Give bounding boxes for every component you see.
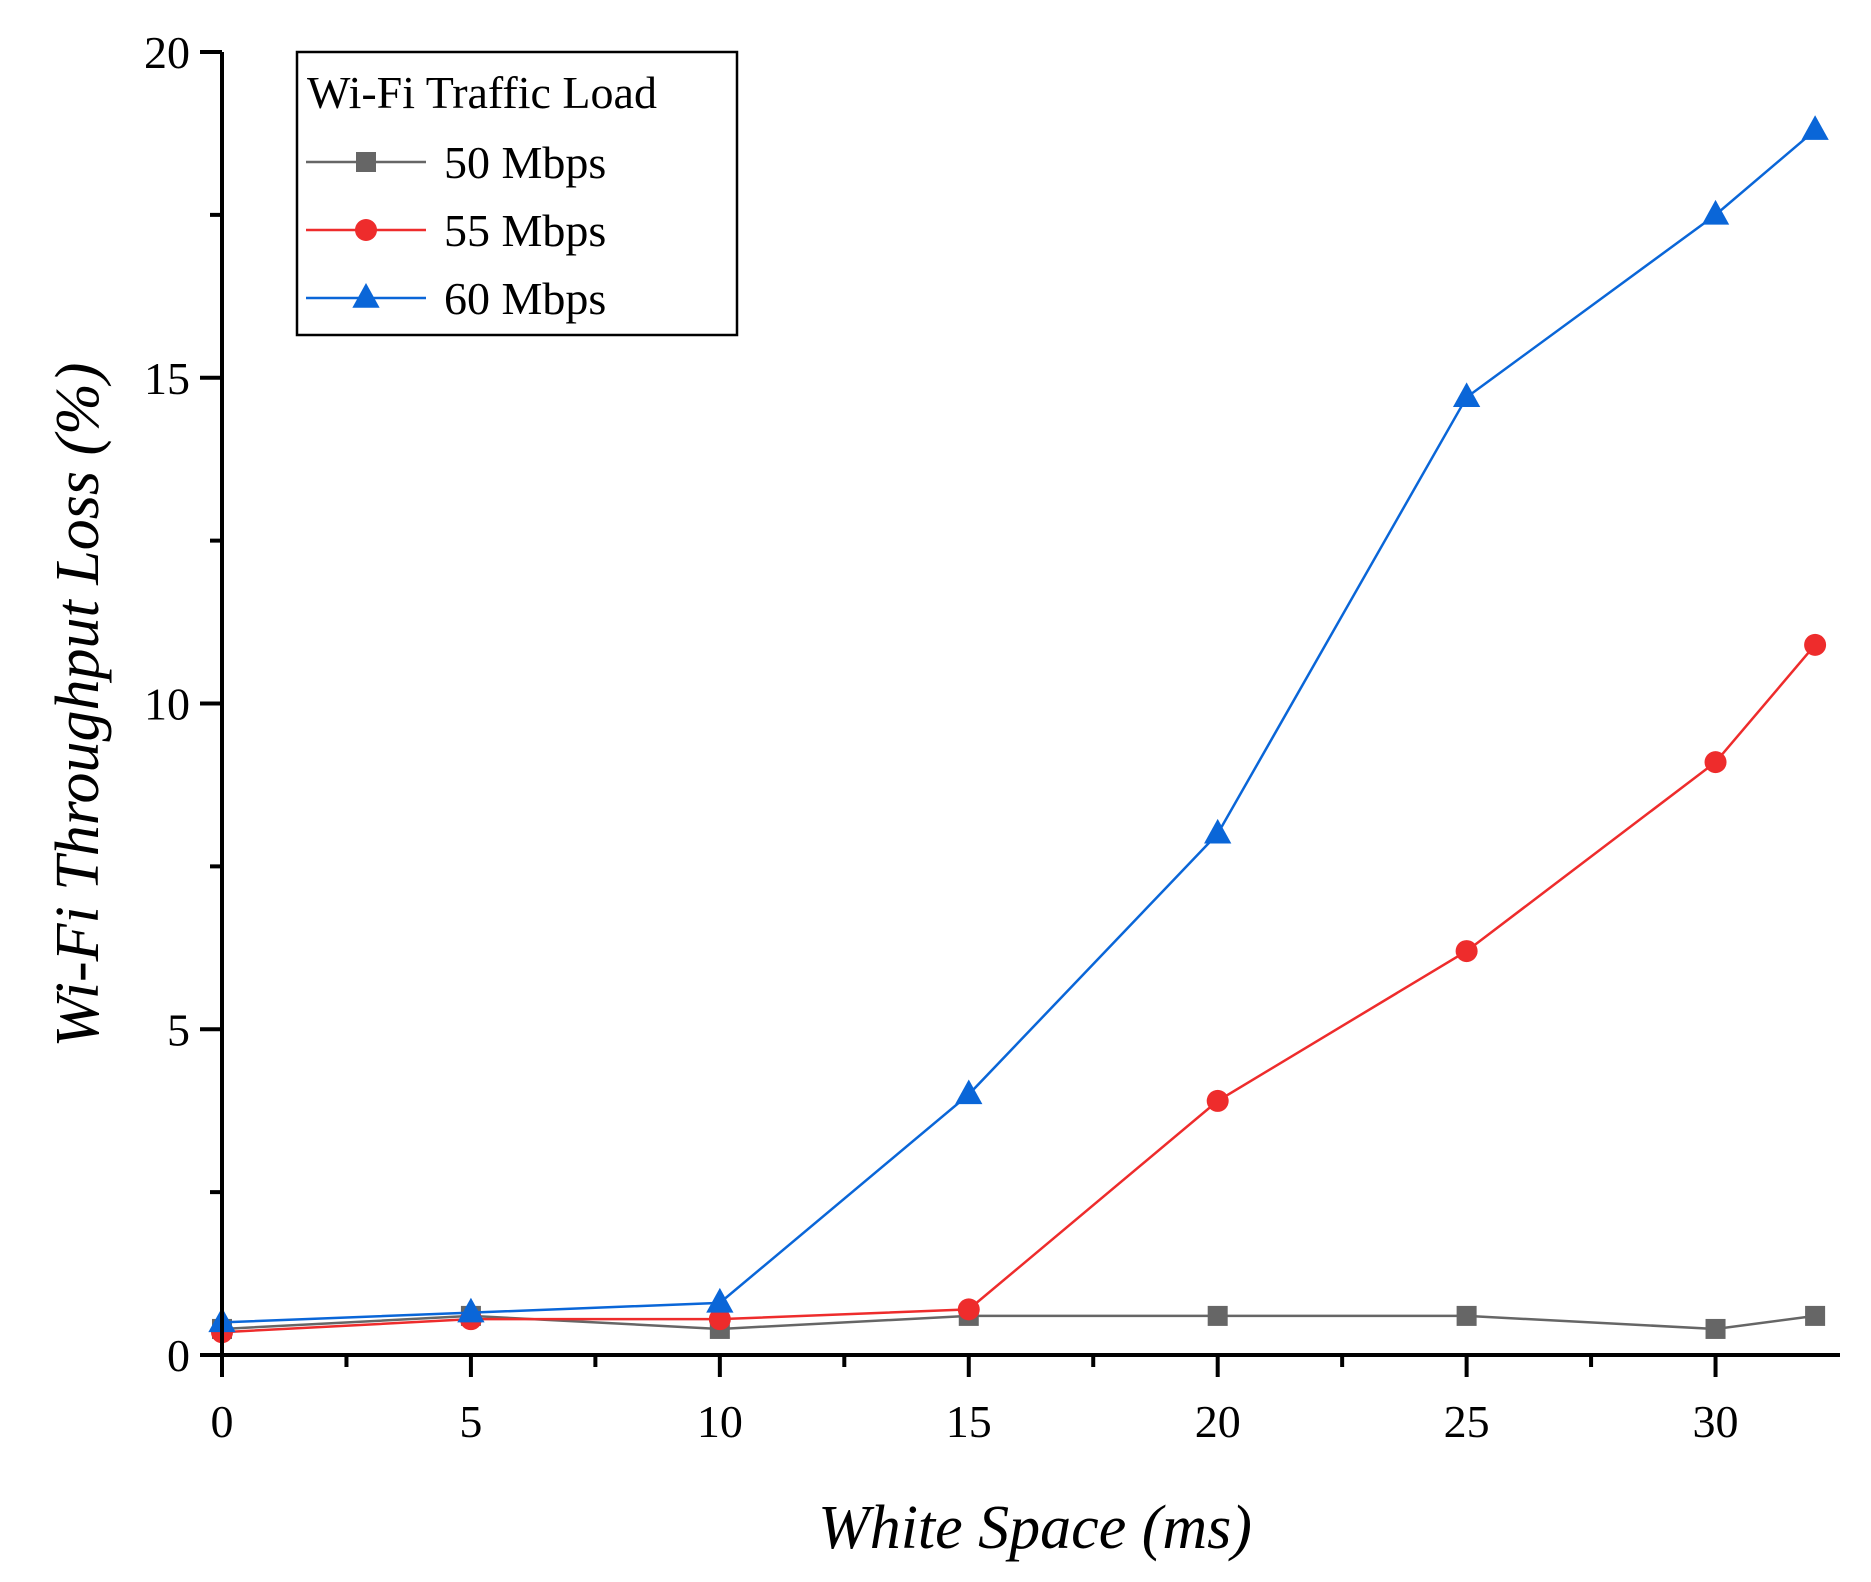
series-55-mbps — [211, 633, 1827, 1344]
data-point — [955, 1079, 983, 1105]
data-point — [1456, 1305, 1477, 1326]
data-point — [1207, 1305, 1228, 1326]
legend-title: Wi-Fi Traffic Load — [307, 67, 657, 118]
data-point — [1705, 1318, 1726, 1339]
data-point — [1206, 1089, 1229, 1112]
data-point — [708, 1308, 731, 1331]
data-point — [1805, 1305, 1826, 1326]
y-tick-label: 5 — [167, 1004, 190, 1055]
series-60-mbps — [208, 115, 1829, 1333]
data-point — [1801, 115, 1829, 140]
series-layer — [208, 115, 1829, 1344]
data-point — [1455, 940, 1478, 963]
series-50-mbps — [212, 1305, 1826, 1339]
ticks-layer: 0 5 10 15 20 0 5 10 15 20 25 30 — [144, 27, 1739, 1447]
legend: Wi-Fi Traffic Load 50 Mbps 55 Mbps 60 Mbps — [295, 50, 739, 337]
series-line — [221, 644, 1817, 1334]
legend-entries: 50 Mbps 55 Mbps 60 Mbps — [306, 137, 606, 324]
legend-marker — [355, 219, 377, 241]
data-point — [957, 1298, 980, 1321]
data-point — [1204, 818, 1232, 844]
x-tick-label: 20 — [1195, 1396, 1241, 1447]
legend-marker — [356, 152, 376, 172]
legend-box — [295, 50, 739, 337]
legend-marker — [352, 283, 380, 308]
x-tick-label: 10 — [697, 1396, 743, 1447]
legend-entry: 60 Mbps — [306, 273, 606, 324]
series-line — [221, 129, 1816, 1324]
x-tick-label: 25 — [1444, 1396, 1490, 1447]
legend-label: 50 Mbps — [444, 137, 606, 188]
x-tick-label: 15 — [946, 1396, 992, 1447]
legend-entry: 55 Mbps — [306, 205, 606, 256]
legend-label: 55 Mbps — [444, 205, 606, 256]
data-point — [1452, 382, 1481, 408]
y-tick-label: 10 — [144, 679, 190, 730]
data-point — [706, 1287, 734, 1313]
x-axis-title: White Space (ms) — [818, 1494, 1252, 1562]
data-point — [1704, 751, 1727, 774]
x-tick-label: 30 — [1693, 1396, 1739, 1447]
y-tick-label: 20 — [144, 27, 190, 78]
y-axis-title: Wi-Fi Throughput Loss (%) — [44, 363, 112, 1048]
legend-entry: 50 Mbps — [306, 137, 606, 188]
data-point — [457, 1297, 485, 1323]
y-tick-label: 15 — [144, 353, 190, 404]
x-tick-label: 0 — [211, 1396, 234, 1447]
data-point — [1701, 199, 1730, 225]
x-tick-label: 5 — [459, 1396, 482, 1447]
legend-label: 60 Mbps — [444, 273, 606, 324]
y-tick-label: 0 — [167, 1330, 190, 1381]
data-point — [1804, 633, 1827, 656]
